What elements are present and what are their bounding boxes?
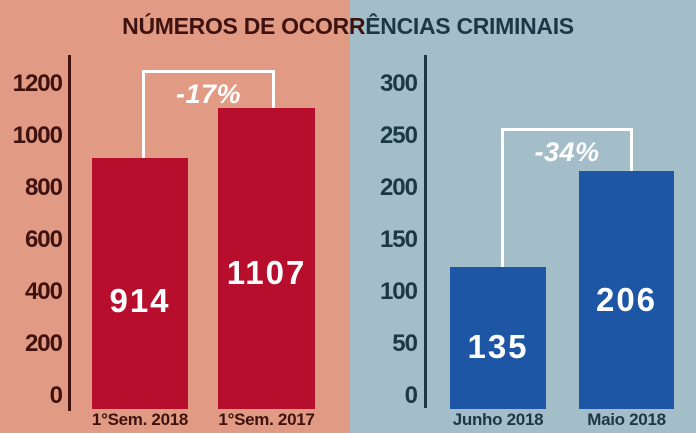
left-bracket-horizontal-line <box>142 70 275 73</box>
category-label-1sem-2018: 1°Sem. 2018 <box>91 410 189 429</box>
right-bracket-left-line <box>501 128 504 267</box>
bar-value-206: 206 <box>595 281 658 318</box>
bar-junho-2018 <box>450 267 546 409</box>
right-bracket-horizontal-line <box>501 128 633 131</box>
right-y-tick-50: 50 <box>392 330 418 357</box>
left-y-tick-200: 200 <box>24 330 63 357</box>
left-percent-annotation: -17% <box>175 79 242 109</box>
bar-1sem-2018 <box>92 158 188 409</box>
right-y-tick-100: 100 <box>379 278 418 305</box>
right-y-tick-150: 150 <box>379 226 418 253</box>
right-bracket-right-line <box>630 128 633 171</box>
left-y-tick-400: 400 <box>24 278 63 305</box>
bar-maio-2018 <box>579 171 674 409</box>
bar-value-1107: 1107 <box>226 254 307 291</box>
right-y-tick-200: 200 <box>379 174 418 201</box>
category-label-junho-2018: Junho 2018 <box>452 410 544 429</box>
bar-value-135: 135 <box>467 328 529 365</box>
category-label-1sem-2017: 1°Sem. 2017 <box>218 410 315 429</box>
category-label-maio-2018: Maio 2018 <box>587 410 666 429</box>
chart-title: NÚMEROS DE OCORRÊNCIAS CRIMINAIS <box>0 13 696 40</box>
left-y-tick-1200: 1200 <box>12 70 63 97</box>
left-bracket-left-line <box>142 70 145 158</box>
chart-title-right-part: ÊNCIAS CRIMINAIS <box>365 13 574 39</box>
right-y-axis-line <box>424 55 427 408</box>
right-y-tick-250: 250 <box>379 122 418 149</box>
chart-title-left-part: NÚMEROS DE OCORR <box>122 13 366 39</box>
right-percent-annotation: -34% <box>534 137 600 167</box>
left-bracket-right-line <box>272 70 275 108</box>
right-y-tick-0: 0 <box>404 382 418 409</box>
right-y-tick-300: 300 <box>379 70 418 97</box>
left-y-tick-600: 600 <box>24 226 63 253</box>
left-y-tick-800: 800 <box>24 174 63 201</box>
left-y-axis-line <box>68 55 71 411</box>
bar-value-914: 914 <box>109 282 171 319</box>
bar-1sem-2017 <box>218 108 315 409</box>
left-y-tick-0: 0 <box>49 382 63 409</box>
left-y-tick-1000: 1000 <box>12 122 63 149</box>
